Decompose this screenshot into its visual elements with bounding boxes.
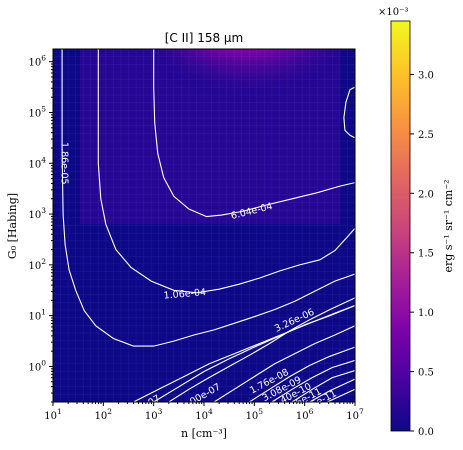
contour-line [327,388,355,402]
tick-label: 106 [28,54,46,69]
colorbar-tick-label: 3.0 [418,70,434,81]
colorbar-tick-label: 0.5 [418,368,434,379]
contour-line [213,325,355,402]
y-axis-ticks: 100 101 102 103 104 105 106 [28,54,53,403]
heatmap-hotspot [132,49,355,184]
contour-line [291,369,355,402]
tick-label: 100 [28,358,46,373]
tick-label: 105 [28,104,46,119]
tick-label: 103 [28,206,46,221]
colorbar-tick-label: 2.5 [418,130,434,141]
colorbar-gradient [390,20,411,432]
contour-line [309,378,355,402]
contour-line [249,346,355,402]
contour-line [271,359,355,402]
y-axis-label: G₀ [Habing] [6,193,19,259]
contour-label: 1.06e-04 [163,287,206,302]
tick-label: 102 [28,257,46,272]
heatmap-area: 1.86e-056.04e-041.06e-043.26e-061.76e-08… [53,49,355,402]
contour-lines [61,49,355,402]
chart-title: [C II] 158 μm [165,31,244,45]
contour-line [153,49,355,218]
colorbar-tick-label: 1.0 [418,308,434,319]
colorbar-tick-label: 0.0 [418,427,434,438]
colorbar-tick-label: 2.0 [418,189,434,200]
contour-line [343,86,355,139]
colorbar-ticks: 0.0 0.5 1.0 1.5 2.0 2.5 3.0 [410,70,434,438]
colorbar: 0.0 0.5 1.0 1.5 2.0 2.5 3.0 ×10⁻³ erg s⁻¹ sr⁻¹… [378,7,455,438]
tick-label: 104 [28,155,46,170]
contour-line [168,297,355,402]
tick-label: 101 [28,308,46,323]
contour-label: 1.86e-05 [59,142,70,185]
colorbar-label: erg s⁻¹ sr⁻¹ cm⁻² [442,179,455,272]
x-axis-label: n [cm⁻³] [181,427,227,440]
x-axis-ticks: 101 102 103 104 105 106 107 [44,402,364,422]
colorbar-multiplier: ×10⁻³ [378,7,408,18]
tick-label: 106 [296,407,314,422]
tick-label: 107 [346,407,364,422]
contour-line [97,49,355,294]
tick-label: 101 [44,407,62,422]
tick-label: 105 [246,407,264,422]
tick-label: 103 [145,407,163,422]
colorbar-tick-label: 1.5 [418,249,434,260]
tick-label: 104 [195,407,213,422]
contour-line [133,304,355,402]
tick-label: 102 [95,407,113,422]
contour-line [61,49,355,347]
